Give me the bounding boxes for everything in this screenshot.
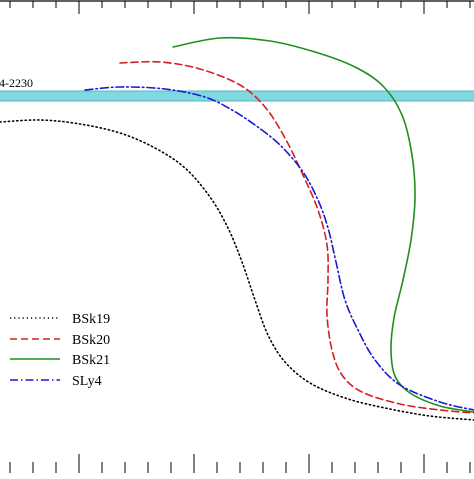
series-line-bsk20 bbox=[119, 60, 474, 414]
j1614-2230-band bbox=[0, 91, 474, 101]
legend: BSk19 BSk20 BSk21 SLy4 bbox=[10, 312, 110, 389]
legend-label-bsk20: BSk20 bbox=[72, 333, 110, 348]
series-layer bbox=[0, 36, 474, 421]
legend-label-sly4: SLy4 bbox=[72, 374, 102, 389]
series-line-bsk19 bbox=[0, 119, 474, 421]
band-layer: 4-2230 bbox=[0, 76, 474, 102]
series-line-bsk21 bbox=[172, 36, 474, 413]
band-label: 4-2230 bbox=[0, 76, 33, 90]
series-line-sly4 bbox=[84, 86, 474, 411]
legend-label-bsk21: BSk21 bbox=[72, 353, 110, 368]
legend-label-bsk19: BSk19 bbox=[72, 312, 110, 327]
